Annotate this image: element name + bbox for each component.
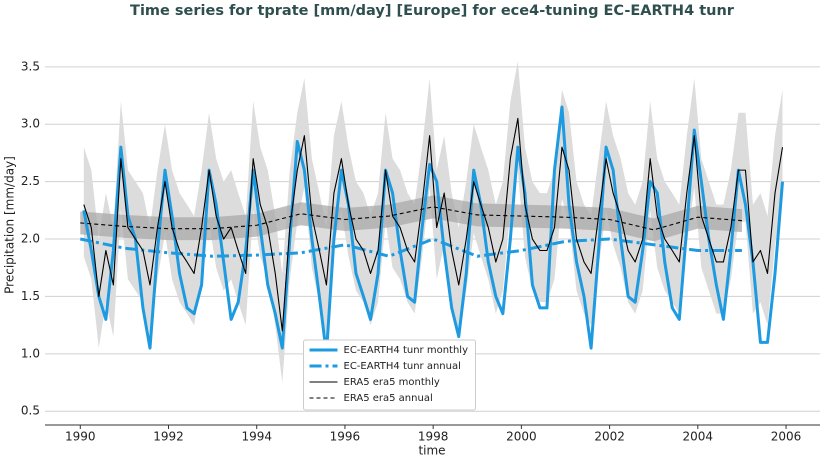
legend-label: EC-EARTH4 tunr monthly	[344, 345, 469, 356]
legend: EC-EARTH4 tunr monthly EC-EARTH4 tunr ann…	[303, 339, 476, 411]
series-line	[83, 117, 784, 332]
y-axis-label: Precipitation [mm/day]	[3, 156, 17, 294]
y-tick-label: 3.0	[21, 117, 40, 131]
series-line	[82, 105, 785, 356]
legend-label: ERA5 era5 monthly	[344, 377, 440, 388]
legend-label: ERA5 era5 annual	[344, 393, 433, 404]
x-tick-label: 2004	[683, 430, 714, 444]
legend-box	[303, 339, 476, 411]
series-line	[79, 237, 742, 258]
y-tick-label: 0.5	[21, 404, 40, 418]
y-tick-label: 2.5	[21, 174, 40, 188]
x-tick-label: 2006	[771, 430, 802, 444]
y-tick-label: 2.0	[21, 232, 40, 246]
y-tick-label: 3.5	[21, 59, 40, 73]
x-tick-label: 1992	[153, 430, 184, 444]
x-tick-label: 2002	[594, 430, 625, 444]
y-tick-label: 1.0	[21, 346, 40, 360]
legend-label: EC-EARTH4 tunr annual	[344, 361, 461, 372]
chart-title: Time series for tprate [mm/day] [Europe]…	[130, 3, 735, 19]
x-axis-label: time	[418, 444, 445, 457]
x-tick-label: 1998	[418, 430, 449, 444]
spread-band	[83, 61, 783, 383]
x-tick-label: 2000	[506, 430, 537, 444]
x-tick-label: 1994	[241, 430, 272, 444]
y-tick-label: 1.5	[21, 289, 40, 303]
x-tick-label: 1996	[330, 430, 361, 444]
series-line	[80, 206, 742, 231]
spread-band	[80, 195, 742, 242]
x-tick-label: 1990	[65, 430, 96, 444]
